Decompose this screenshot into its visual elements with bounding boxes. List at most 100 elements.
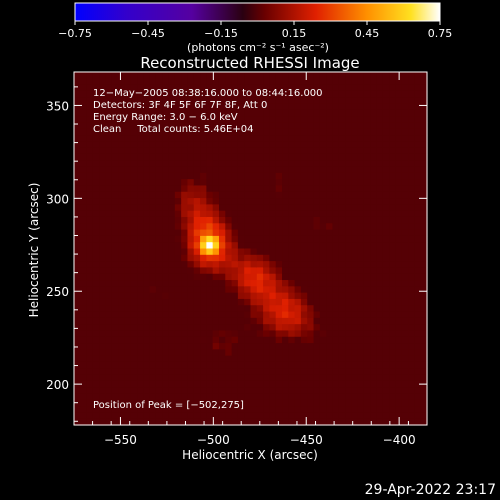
- heatmap-cell: [382, 298, 390, 306]
- heatmap-cell: [162, 179, 170, 187]
- heatmap-cell: [155, 311, 163, 319]
- heatmap-cell: [174, 368, 182, 376]
- heatmap-cell: [218, 305, 226, 313]
- heatmap-cell: [130, 317, 138, 325]
- y-tick-label: 250: [46, 285, 69, 299]
- heatmap-cell: [363, 349, 371, 357]
- heatmap-cell: [313, 311, 321, 319]
- heatmap-cell: [250, 311, 258, 319]
- heatmap-cell: [389, 116, 397, 124]
- heatmap-cell: [174, 204, 182, 212]
- heatmap-cell: [288, 223, 296, 231]
- heatmap-cell: [187, 135, 195, 142]
- heatmap-cell: [74, 280, 81, 287]
- heatmap-cell: [206, 273, 214, 281]
- heatmap-cell: [382, 210, 390, 218]
- heatmap-cell: [401, 292, 409, 300]
- heatmap-cell: [143, 387, 151, 395]
- heatmap-cell: [401, 393, 409, 401]
- heatmap-cell: [395, 147, 403, 155]
- heatmap-cell: [237, 267, 245, 275]
- heatmap-cell: [200, 248, 207, 256]
- heatmap-cell: [74, 97, 81, 105]
- heatmap-cell: [130, 380, 138, 388]
- heatmap-cell: [130, 229, 138, 237]
- heatmap-cell: [401, 387, 409, 395]
- heatmap-cell: [401, 116, 409, 124]
- heatmap-cell: [168, 298, 176, 306]
- heatmap-cell: [118, 248, 126, 256]
- heatmap-cell: [345, 336, 352, 344]
- heatmap-cell: [105, 361, 113, 369]
- heatmap-cell: [250, 361, 258, 369]
- heatmap-cell: [105, 248, 113, 256]
- heatmap-cell: [92, 324, 100, 332]
- heatmap-cell: [338, 166, 346, 174]
- heatmap-cell: [401, 317, 409, 325]
- heatmap-cell: [111, 72, 119, 79]
- heatmap-cell: [319, 412, 327, 420]
- heatmap-cell: [351, 153, 359, 161]
- heatmap-cell: [300, 153, 308, 161]
- heatmap-cell: [313, 412, 321, 420]
- heatmap-cell: [155, 216, 163, 224]
- heatmap-cell: [282, 179, 289, 187]
- heatmap-cell: [338, 387, 346, 395]
- heatmap-cell: [408, 355, 415, 363]
- heatmap-cell: [162, 166, 170, 174]
- heatmap-cell: [389, 166, 397, 174]
- heatmap-cell: [118, 210, 126, 218]
- heatmap-cell: [174, 267, 182, 275]
- heatmap-cell: [86, 216, 94, 224]
- heatmap-cell: [231, 210, 239, 218]
- heatmap-cell: [187, 349, 195, 357]
- heatmap-cell: [256, 412, 264, 420]
- heatmap-cell: [357, 204, 365, 212]
- heatmap-cell: [389, 223, 397, 231]
- heatmap-cell: [155, 128, 163, 136]
- heatmap-cell: [143, 84, 151, 92]
- heatmap-cell: [395, 273, 403, 281]
- heatmap-cell: [231, 204, 239, 212]
- heatmap-cell: [288, 286, 296, 294]
- heatmap-cell: [143, 336, 151, 344]
- heatmap-cell: [300, 311, 308, 319]
- heatmap-cell: [174, 122, 182, 130]
- heatmap-cell: [206, 393, 214, 401]
- heatmap-cell: [74, 406, 81, 413]
- heatmap-cell: [307, 336, 315, 344]
- heatmap-cell: [313, 216, 321, 224]
- heatmap-cell: [111, 418, 119, 426]
- heatmap-cell: [111, 286, 119, 294]
- heatmap-cell: [370, 229, 378, 237]
- heatmap-cell: [181, 374, 189, 382]
- heatmap-cell: [263, 248, 271, 256]
- heatmap-cell: [250, 84, 258, 92]
- heatmap-cell: [168, 317, 176, 325]
- heatmap-cell: [370, 305, 378, 313]
- heatmap-cell: [92, 374, 100, 382]
- heatmap-cell: [137, 191, 144, 199]
- heatmap-cell: [294, 103, 302, 111]
- heatmap-cell: [332, 387, 340, 395]
- heatmap-cell: [74, 153, 81, 161]
- heatmap-cell: [332, 78, 340, 86]
- heatmap-cell: [414, 305, 422, 313]
- heatmap-cell: [231, 122, 239, 130]
- heatmap-cell: [250, 355, 258, 363]
- heatmap-cell: [282, 387, 289, 395]
- heatmap-cell: [80, 368, 88, 376]
- heatmap-cell: [137, 261, 144, 269]
- heatmap-cell: [225, 406, 233, 413]
- heatmap-cell: [332, 380, 340, 388]
- heatmap-cell: [218, 153, 226, 161]
- heatmap-cell: [74, 242, 81, 250]
- heatmap-cell: [206, 153, 214, 161]
- heatmap-cell: [200, 229, 207, 237]
- heatmap-cell: [111, 406, 119, 413]
- heatmap-cell: [357, 343, 365, 350]
- heatmap-cell: [282, 317, 289, 325]
- heatmap-cell: [376, 280, 384, 287]
- heatmap-cell: [206, 235, 214, 243]
- heatmap-cell: [401, 267, 409, 275]
